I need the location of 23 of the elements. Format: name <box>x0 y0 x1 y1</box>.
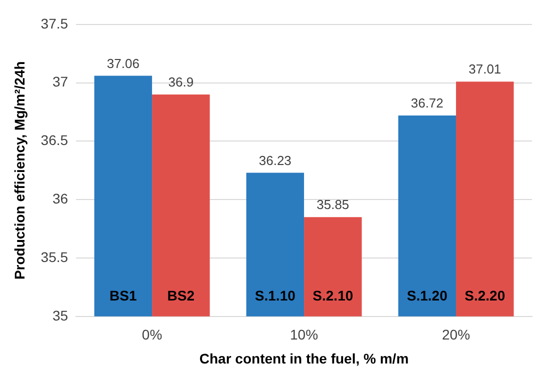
y-tick-label: 35 <box>52 307 68 324</box>
y-tick-label: 36 <box>52 190 68 206</box>
x-tick-label: 20% <box>442 326 470 343</box>
y-tick-label: 36.5 <box>40 132 68 148</box>
y-axis-title: Production efficiency, Mg/m²/24h <box>11 61 28 280</box>
data-label: 35.85 <box>316 197 350 212</box>
x-axis-title: Char content in the fuel, % m/m <box>199 350 409 366</box>
y-tick-label: 35.5 <box>40 248 68 265</box>
y-tick-label: 37.5 <box>40 15 68 32</box>
x-tick-label: 10% <box>290 326 318 343</box>
x-tick-label: 0% <box>142 326 162 343</box>
y-tick-label: 37 <box>52 74 68 90</box>
annotation: S.2.10 <box>312 288 354 304</box>
annotation: BS2 <box>167 288 195 304</box>
annotation: S.1.20 <box>406 288 448 304</box>
annotation: S.1.10 <box>254 288 296 304</box>
annotation: S.2.20 <box>464 288 506 304</box>
data-label: 37.06 <box>106 56 140 71</box>
annotation: BS1 <box>110 288 137 304</box>
data-label: 36.23 <box>258 152 292 168</box>
data-label: 36.9 <box>168 74 194 90</box>
data-label: 36.72 <box>410 96 444 111</box>
data-label: 37.01 <box>468 62 502 77</box>
